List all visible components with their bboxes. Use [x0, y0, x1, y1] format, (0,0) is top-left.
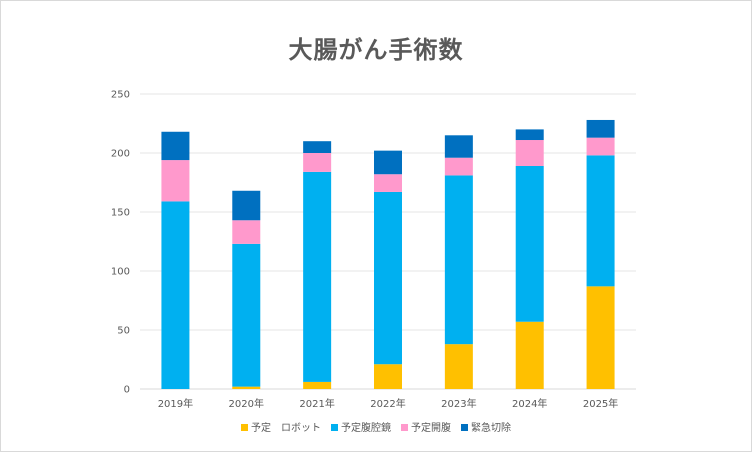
bar-segment: [515, 129, 544, 141]
legend-label: 予定開腹: [411, 423, 451, 434]
x-tick-label: 2023年: [441, 397, 476, 410]
x-tick-label: 2020年: [229, 397, 264, 410]
x-tick-label: 2019年: [158, 397, 193, 410]
bar-segment: [374, 150, 402, 175]
y-tick-label: 100: [111, 267, 130, 278]
bar-segment: [161, 201, 190, 389]
bar-segment: [232, 243, 261, 387]
bar-segment: [515, 321, 544, 389]
bar-segment: [232, 220, 261, 244]
y-tick-label: 250: [111, 90, 130, 101]
y-tick-label: 50: [117, 326, 130, 337]
legend-item: 緊急切除: [461, 419, 511, 434]
bar-segment: [515, 140, 544, 166]
bar-segment: [232, 386, 261, 389]
legend-item: 予定 ロボット: [241, 419, 321, 434]
bar-segment: [444, 344, 473, 389]
bar-segment: [586, 286, 615, 389]
legend-item: 予定腹腔鏡: [331, 419, 391, 434]
legend-label: 予定 ロボット: [251, 423, 321, 434]
x-tick-label: 2021年: [299, 397, 334, 410]
y-tick-label: 200: [111, 149, 130, 160]
legend-item: 予定開腹: [401, 419, 451, 434]
legend-label: 予定腹腔鏡: [341, 423, 391, 434]
bar-segment: [161, 160, 190, 202]
legend-swatch: [401, 424, 408, 431]
legend-label: 緊急切除: [471, 423, 511, 434]
chart-legend: 予定 ロボット 予定腹腔鏡 予定開腹 緊急切除: [0, 419, 752, 434]
y-tick-label: 0: [124, 385, 130, 396]
bar-segment: [586, 155, 615, 287]
bar-segment: [303, 171, 332, 382]
bar-segment: [161, 131, 190, 161]
bar-segment: [515, 165, 544, 322]
bar-segment: [303, 153, 332, 172]
bar-segment: [232, 190, 261, 221]
bar-segment: [374, 364, 402, 389]
x-tick-label: 2022年: [370, 397, 405, 410]
legend-swatch: [241, 424, 248, 431]
bar-segment: [303, 381, 332, 389]
bar-segment: [444, 135, 473, 158]
legend-swatch: [331, 424, 338, 431]
bar-segment: [374, 174, 402, 192]
chart-title: 大腸がん手術数: [288, 36, 464, 64]
bar-segment: [374, 191, 402, 365]
y-tick-label: 150: [111, 208, 130, 219]
bar-segment: [444, 157, 473, 176]
x-tick-label: 2024年: [512, 397, 547, 410]
x-tick-label: 2025年: [583, 397, 618, 410]
bar-segment: [303, 141, 332, 153]
bar-segment: [586, 119, 615, 138]
bar-segment: [444, 175, 473, 345]
legend-swatch: [461, 424, 468, 431]
bar-segment: [586, 137, 615, 156]
